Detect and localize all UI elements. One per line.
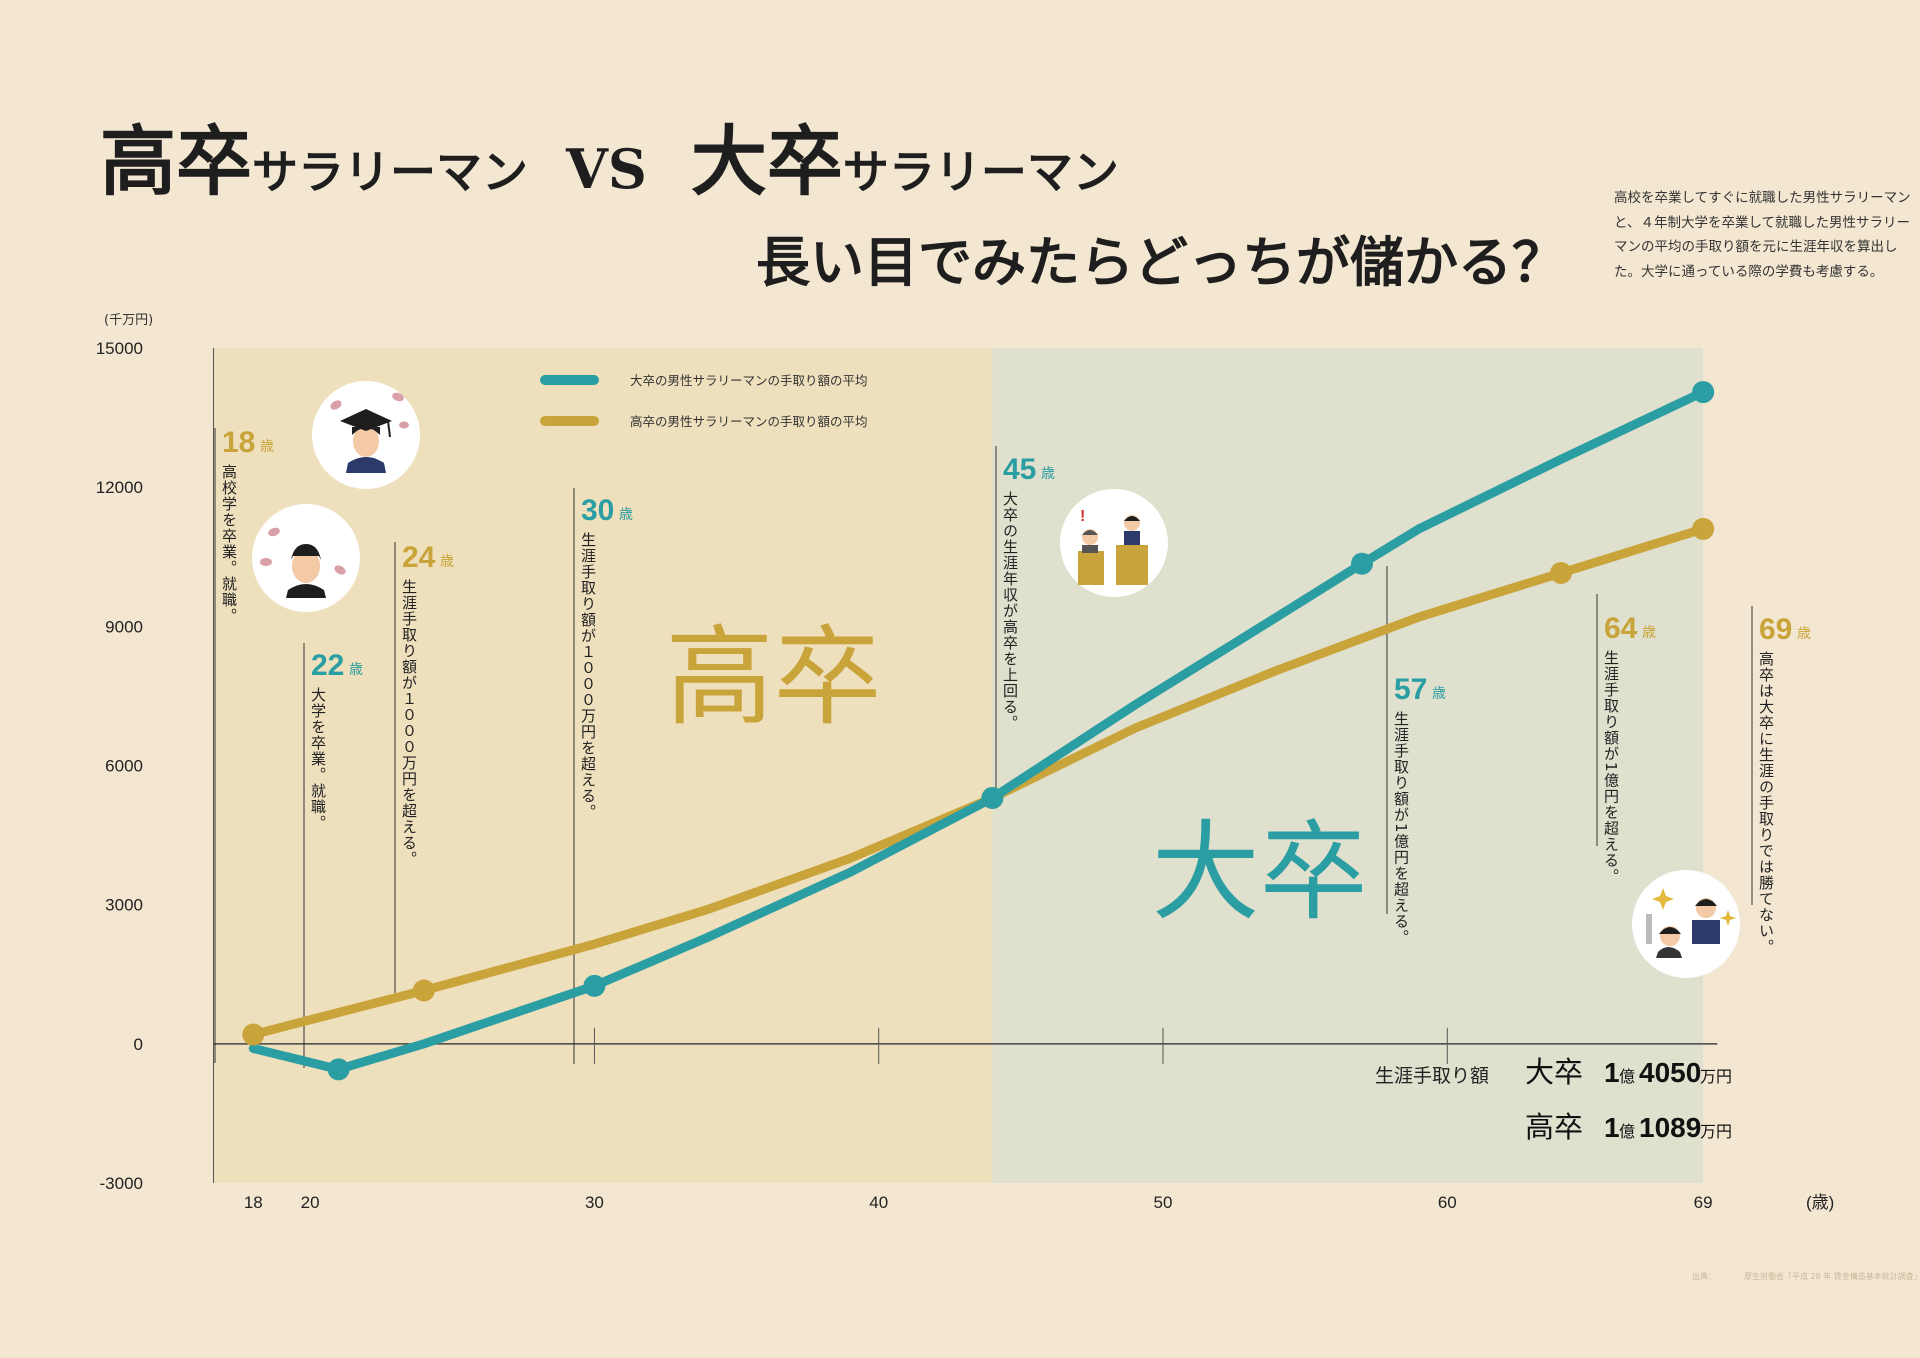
annotation-age-unit: 歳 [260, 439, 274, 455]
highschool-marker [412, 979, 435, 1002]
annotation-age: 57 [1394, 673, 1427, 706]
annotation-text: 生涯手取り額が1億円を超える。 [1602, 650, 1620, 885]
annotation-age-unit: 歳 [619, 507, 633, 523]
zone-label-university: 大卒 [1152, 810, 1368, 935]
annotation-age: 45 [1003, 453, 1036, 486]
source-note: 出典： 厚生労働省「平成 28 年 賃金構造基本統計調査」 [1692, 1272, 1920, 1281]
summary-university-man-unit: 万円 [1700, 1067, 1732, 1086]
x-tick-label: 18 [244, 1193, 263, 1212]
annotation-age-unit: 歳 [1642, 625, 1656, 641]
annotation-age: 30 [581, 494, 614, 527]
y-tick-label: 15000 [96, 339, 143, 358]
annotation-age: 18 [222, 426, 255, 459]
summary-university-school: 大卒 [1525, 1055, 1583, 1089]
university-marker [981, 786, 1004, 809]
y-tick-label: -3000 [100, 1174, 143, 1193]
interview-icon: ! [1060, 489, 1168, 597]
annotation-age: 24 [402, 541, 436, 574]
annotation-text: 生涯手取り額が1億円を超える。 [1392, 711, 1410, 946]
university-marker [1692, 381, 1715, 404]
title-university: 大卒 [690, 117, 843, 206]
summary-university-oku-unit: 億 [1619, 1067, 1635, 1086]
annotation-text: 高卒は大卒に生涯の手取りでは勝てない。 [1757, 651, 1775, 955]
highschool-marker [242, 1023, 265, 1046]
legend-label: 大卒の男性サラリーマンの手取り額の平均 [630, 373, 868, 388]
university-marker [327, 1058, 350, 1081]
graduate-icon [312, 381, 420, 489]
summary-university-man: 4050 [1639, 1057, 1701, 1088]
title-salaryman-2: サラリーマン [842, 145, 1119, 199]
x-axis-unit: (歳) [1806, 1193, 1834, 1212]
summary-label: 生涯手取り額 [1375, 1065, 1489, 1087]
annotation-age-unit: 歳 [1432, 686, 1446, 702]
university-marker [1351, 552, 1373, 575]
x-tick-label: 20 [301, 1193, 320, 1212]
x-tick-label: 69 [1694, 1193, 1713, 1212]
legend-label: 高卒の男性サラリーマンの手取り額の平均 [630, 414, 868, 429]
student-icon [252, 504, 360, 612]
annotation-text: 生涯手取り額が１０００万円を超える。 [579, 532, 597, 820]
y-tick-label: 6000 [105, 757, 143, 776]
summary-highschool-oku-unit: 億 [1619, 1122, 1635, 1141]
annotation-text: 高校学を卒業。就職。 [220, 464, 238, 624]
annotation-text: 生涯手取り額が１０００万円を超える。 [400, 579, 418, 867]
summary-highschool-school: 高卒 [1525, 1110, 1583, 1144]
y-tick-label: 9000 [105, 617, 143, 636]
x-tick-label: 40 [869, 1193, 888, 1212]
summary-highschool-man-unit: 万円 [1700, 1122, 1732, 1141]
y-tick-label: 12000 [96, 478, 143, 497]
annotation-text: 大卒の生涯年収が高卒を上回る。 [1001, 491, 1019, 731]
title-salaryman-1: サラリーマン [252, 145, 528, 199]
annotation-age: 69 [1759, 613, 1792, 646]
summary-university-oku: 1 [1604, 1057, 1620, 1088]
y-axis-unit: (千万円) [104, 313, 154, 328]
y-tick-label: 3000 [105, 896, 143, 915]
summary-highschool-man: 1089 [1639, 1112, 1701, 1143]
x-tick-label: 30 [585, 1193, 604, 1212]
highschool-marker [1550, 561, 1572, 584]
annotation-age-unit: 歳 [1797, 626, 1811, 642]
annotation-age-unit: 歳 [349, 662, 363, 678]
description: 高校を卒業してすぐに就職した男性サラリーマンと、４年制大学を卒業して就職した男性… [1614, 190, 1911, 280]
university-marker [583, 974, 606, 997]
annotation-age: 22 [311, 649, 344, 682]
highschool-marker [1692, 517, 1715, 540]
title-highschool: 高卒 [100, 117, 252, 206]
annotation-age-unit: 歳 [440, 554, 454, 570]
page-subtitle: 長い目でみたらどっちが儲かる？ [756, 230, 1566, 294]
y-tick-label: 0 [134, 1035, 143, 1054]
success-icon [1632, 870, 1740, 978]
page-title: 高卒サラリーマン VS 大卒サラリーマン [100, 100, 1147, 210]
zone-label-highschool: 高卒 [666, 615, 882, 740]
x-tick-label: 60 [1438, 1193, 1457, 1212]
annotation-age: 64 [1604, 612, 1638, 645]
annotation-age-unit: 歳 [1041, 466, 1055, 482]
x-tick-label: 50 [1154, 1193, 1173, 1212]
summary-highschool-oku: 1 [1604, 1112, 1620, 1143]
annotation-text: 大学を卒業。就職。 [309, 687, 327, 831]
svg-text:!: ! [1080, 508, 1085, 525]
title-vs: VS [566, 137, 647, 201]
